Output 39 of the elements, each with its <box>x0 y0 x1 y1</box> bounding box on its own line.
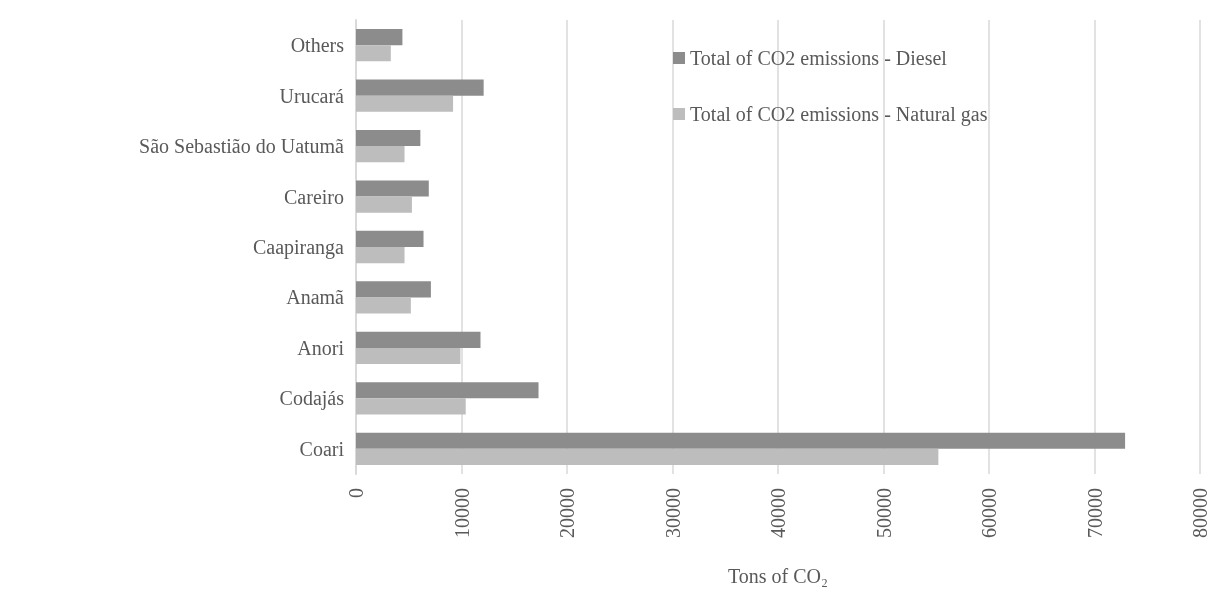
y-tick-label: Anori <box>297 336 345 359</box>
bar <box>356 129 421 147</box>
y-tick-label: Codajás <box>279 387 345 411</box>
y-tick-label: Others <box>290 34 345 57</box>
bar <box>356 45 391 62</box>
x-tick-label: 70000 <box>1083 488 1106 538</box>
x-tick-label: 20000 <box>556 488 578 538</box>
bar <box>356 297 411 314</box>
bar <box>356 382 539 399</box>
bar <box>356 432 1126 449</box>
legend-label: Total of CO2 emissions - Natural gas <box>690 103 988 126</box>
legend-label: Total of CO2 emissions - Diesel <box>690 47 948 69</box>
bar <box>356 180 429 197</box>
y-tick-label: Caapiranga <box>252 236 345 259</box>
bar <box>356 331 481 348</box>
x-tick-label: 40000 <box>767 488 789 538</box>
x-tick-label: 30000 <box>661 488 684 538</box>
bar <box>356 146 405 163</box>
bar <box>356 29 403 46</box>
bar <box>356 281 431 298</box>
x-tick-label: 80000 <box>1189 488 1211 538</box>
bar <box>356 196 412 213</box>
x-tick-label: 10000 <box>450 488 473 538</box>
y-tick-label: Coari <box>299 437 345 460</box>
bar <box>356 79 484 96</box>
bar <box>356 230 424 247</box>
x-axis-title: Tons of CO₂ <box>727 565 829 587</box>
y-tick-label: Careiro <box>284 185 344 208</box>
y-tick-label: São Sebastião do Uatumã <box>139 135 345 158</box>
bar <box>356 95 454 112</box>
bar <box>356 347 461 365</box>
y-tick-label: Urucará <box>279 84 345 107</box>
x-tick-label: 0 <box>345 488 367 498</box>
x-tick-label: 50000 <box>872 488 895 538</box>
bar <box>356 247 405 264</box>
x-tick-label: 60000 <box>978 488 1000 538</box>
bar <box>356 448 939 465</box>
bar <box>356 398 466 415</box>
y-tick-label: Anamã <box>286 286 345 309</box>
